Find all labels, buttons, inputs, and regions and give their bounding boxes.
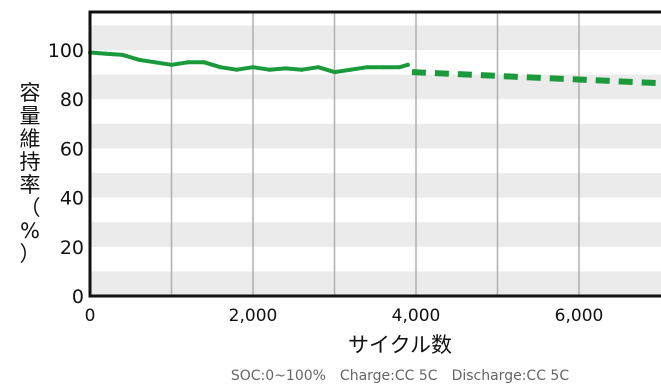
y-axis-title-char: 維 [20, 127, 41, 151]
data-point [234, 67, 239, 72]
data-point [120, 52, 125, 57]
data-point [104, 51, 109, 56]
data-point [185, 60, 190, 65]
x-tick-label: 0 [85, 306, 96, 326]
grid-band [90, 25, 661, 50]
data-point [348, 67, 353, 72]
data-point [397, 65, 402, 70]
grid-band [90, 173, 661, 198]
data-point [218, 65, 223, 70]
plot-frame [88, 10, 661, 298]
grid-band [90, 123, 661, 149]
projected-capacity-line [411, 69, 661, 87]
y-axis-title-char: 容 [20, 81, 41, 105]
data-point [169, 62, 174, 67]
x-tick-labels: 0 2,000 4,000 6,000 [85, 306, 604, 326]
y-tick-label: 80 [60, 89, 84, 111]
data-point [136, 57, 141, 62]
grid-band [90, 271, 661, 296]
y-tick-label: 40 [60, 188, 84, 210]
y-axis-title-char: 率 [20, 173, 41, 197]
y-axis-title-char: 量 [20, 104, 41, 128]
y-axis-title-char: % [20, 219, 40, 243]
data-point [332, 70, 337, 75]
x-tick-label: 4,000 [392, 306, 441, 326]
y-tick-label: 0 [72, 286, 84, 308]
test-conditions-note: SOC:0~100% Charge:CC 5C Discharge:CC 5C [231, 368, 569, 384]
data-point [299, 67, 304, 72]
grid-bands [90, 25, 661, 296]
grid-band [90, 222, 661, 247]
data-point [202, 60, 207, 65]
vertical-gridlines [170, 12, 580, 296]
y-tick-label: 60 [60, 138, 84, 160]
data-point [405, 62, 410, 67]
data-point [365, 65, 370, 70]
data-point [251, 65, 255, 70]
y-axis-title-char: 持 [20, 150, 41, 174]
x-tick-label: 2,000 [229, 306, 278, 326]
series-layer [88, 50, 661, 87]
x-axis-title: サイクル数 [348, 333, 452, 357]
data-point [381, 65, 386, 70]
y-axis-title-char: ） [20, 242, 41, 266]
y-axis-title-char: （ [20, 196, 41, 220]
data-point [316, 65, 321, 70]
x-tick-label: 6,000 [555, 306, 604, 326]
y-tick-label: 20 [60, 237, 84, 259]
measured-capacity-line [88, 50, 410, 75]
data-point [283, 66, 288, 71]
data-point [153, 60, 158, 65]
y-tick-label: 100 [48, 40, 84, 62]
data-point [267, 67, 272, 72]
grid-band [90, 74, 661, 100]
y-tick-labels: 0 20 40 60 80 100 [48, 40, 84, 308]
